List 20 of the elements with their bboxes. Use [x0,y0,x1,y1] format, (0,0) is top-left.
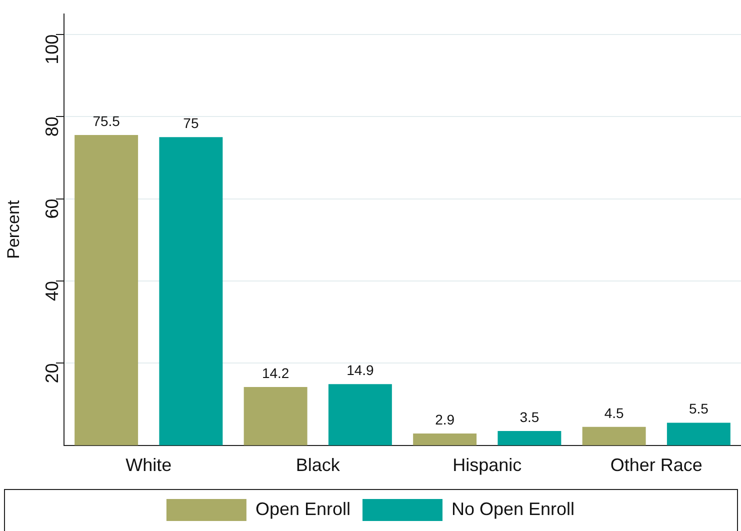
y-tick-label: 20 [42,363,62,384]
data-label: 3.5 [520,408,540,425]
y-tick-label: 60 [42,198,62,219]
data-label: 5.5 [688,400,709,417]
data-label: 2.9 [435,411,455,428]
data-label: 4.5 [604,404,624,421]
y-axis-title: Percent [4,200,23,259]
data-label: 14.2 [262,364,290,381]
data-label: 14.9 [346,362,374,378]
x-tick-label: Black [296,455,341,476]
legend-label: Open Enroll [255,498,351,519]
x-tick-label: Other Race [610,455,702,476]
data-label: 75.5 [92,112,120,129]
y-tick-label: 100 [42,34,62,64]
data-label: 75 [183,114,199,131]
y-tick-label: 80 [42,116,62,137]
y-tick-label: 40 [42,280,62,302]
x-tick-label: Hispanic [452,455,522,476]
legend-label: No Open Enroll [451,498,575,519]
x-tick-label: White [126,455,172,476]
